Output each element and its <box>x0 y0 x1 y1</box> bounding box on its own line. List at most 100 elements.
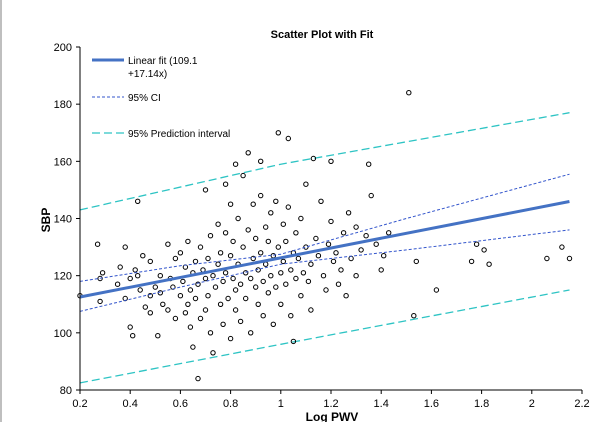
data-point <box>243 295 249 302</box>
data-point <box>152 284 159 290</box>
x-tick-label: 0.4 <box>123 398 138 410</box>
data-point <box>172 315 179 322</box>
data-point <box>260 278 266 285</box>
data-point <box>328 158 334 165</box>
data-point <box>273 284 279 290</box>
data-point <box>313 235 319 242</box>
x-tick-label: 1 <box>278 398 284 410</box>
chart-title: Scatter Plot with Fit <box>271 29 374 41</box>
data-point <box>225 295 231 302</box>
data-point <box>217 250 224 256</box>
data-point <box>373 241 379 247</box>
data-point <box>481 247 487 253</box>
x-tick-label: 0.6 <box>173 398 188 410</box>
data-point <box>195 375 201 382</box>
data-point <box>308 307 314 313</box>
data-point <box>192 295 199 302</box>
data-point <box>227 201 234 207</box>
data-point <box>544 255 550 262</box>
data-point <box>293 275 299 282</box>
data-point <box>343 293 349 299</box>
data-point <box>325 241 332 247</box>
data-point <box>255 301 261 307</box>
x-tick-group: 0.2 0.4 0.6 0.8 1 1.2 1.4 1.6 1.8 2 2.2 <box>72 390 590 410</box>
data-point <box>220 321 226 327</box>
data-point <box>142 304 149 310</box>
legend-ci-label: 95% CI <box>128 93 161 104</box>
y-tick-label: 180 <box>54 99 72 111</box>
data-point <box>366 161 372 167</box>
data-point <box>263 261 269 267</box>
data-point <box>122 244 128 250</box>
data-point <box>97 275 103 282</box>
data-point <box>212 284 219 290</box>
data-point <box>285 204 291 210</box>
data-point <box>220 278 226 285</box>
data-point <box>340 230 347 236</box>
data-point <box>318 198 324 205</box>
x-tick-label: 0.2 <box>72 398 87 410</box>
data-point <box>363 233 369 239</box>
y-tick-label: 200 <box>54 42 72 54</box>
data-point <box>260 313 266 319</box>
data-point <box>245 150 251 156</box>
data-point <box>187 287 194 293</box>
data-point <box>413 258 419 265</box>
data-point <box>135 198 141 205</box>
plot-area <box>77 90 573 384</box>
data-point <box>245 227 251 233</box>
fit-line <box>79 200 570 299</box>
legend-pi-label: 95% Prediction interval <box>128 129 230 140</box>
data-point <box>265 238 271 245</box>
data-point <box>94 241 101 247</box>
data-point <box>207 233 214 239</box>
data-point <box>190 344 196 350</box>
data-point <box>315 253 322 259</box>
x-axis-label: Log PWV <box>306 410 359 422</box>
data-point <box>293 230 299 236</box>
y-axis-label: SBP <box>39 208 53 233</box>
data-point <box>298 293 304 299</box>
data-point <box>348 255 354 262</box>
data-point <box>205 255 211 262</box>
data-point <box>330 258 337 265</box>
data-point <box>378 267 384 273</box>
data-point <box>117 264 123 270</box>
data-point <box>290 338 297 345</box>
data-point <box>298 215 304 222</box>
legend-fit-label-line2: +17.14x) <box>128 69 167 80</box>
data-point <box>250 255 256 262</box>
x-tick-label: 1.4 <box>374 398 389 410</box>
data-point <box>160 301 166 307</box>
data-point <box>288 267 294 273</box>
data-point <box>197 315 204 322</box>
data-point <box>99 270 106 276</box>
data-point <box>468 258 475 265</box>
data-point <box>258 192 264 199</box>
data-point <box>127 275 133 282</box>
x-tick-label: 1.8 <box>474 398 489 410</box>
data-point <box>270 253 276 259</box>
data-point <box>240 244 246 250</box>
data-point <box>323 287 329 293</box>
data-point <box>263 224 269 230</box>
data-point <box>265 290 271 296</box>
data-point <box>295 255 302 262</box>
data-point <box>248 330 254 336</box>
data-point <box>275 244 281 250</box>
data-point <box>202 187 209 193</box>
data-point <box>155 333 161 339</box>
data-point <box>273 198 279 205</box>
data-point <box>328 218 334 225</box>
data-point <box>283 238 289 245</box>
pi-upper-line <box>79 112 570 211</box>
data-point <box>303 244 309 250</box>
data-point <box>237 318 244 325</box>
y-tick-label: 160 <box>54 156 72 168</box>
y-tick-label: 100 <box>54 328 72 340</box>
x-tick-label: 0.8 <box>223 398 238 410</box>
data-point <box>195 281 201 287</box>
data-point <box>130 333 136 339</box>
legend: Linear fit (109.1 +17.14x) 95% CI 95% Pr… <box>92 56 230 140</box>
data-point <box>165 241 171 247</box>
